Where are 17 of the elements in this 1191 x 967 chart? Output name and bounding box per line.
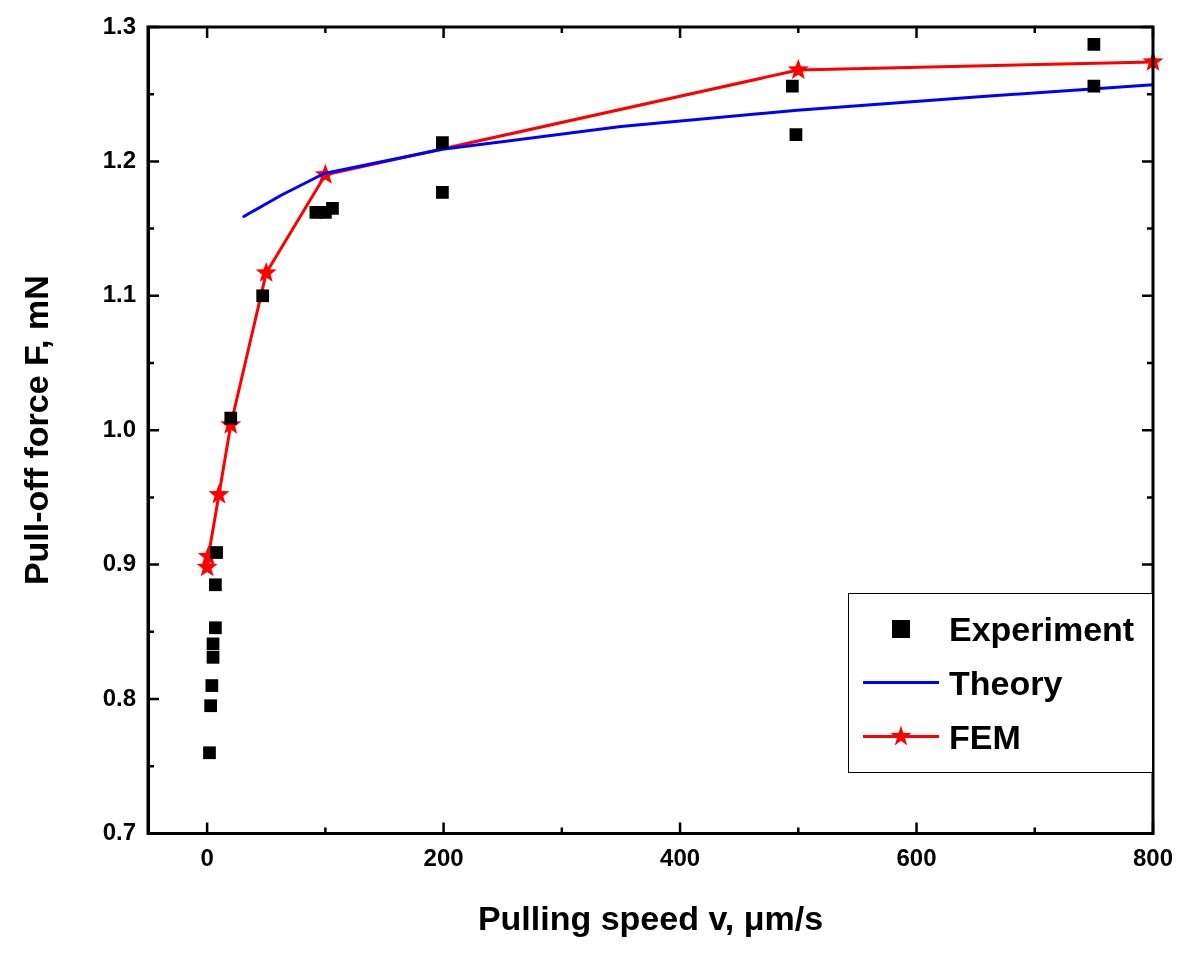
y-tick-label: 1.1 — [102, 280, 136, 308]
y-tick-label: 1.2 — [102, 146, 136, 174]
legend-label: FEM — [949, 717, 1021, 757]
y-tick-label: 0.8 — [102, 683, 136, 711]
y-tick-label: 1.0 — [102, 414, 136, 442]
y-tick-label: 0.7 — [102, 818, 136, 846]
y-tick-label: 1.3 — [102, 11, 136, 39]
y-tick-label: 0.9 — [102, 549, 136, 577]
y-axis-title: Pull-off force F, mN — [16, 275, 55, 586]
x-tick-label: 200 — [423, 844, 464, 872]
x-tick-label: 600 — [896, 844, 937, 872]
legend-label: Experiment — [949, 609, 1135, 649]
x-tick-label: 0 — [200, 844, 214, 872]
x-tick-label: 400 — [660, 844, 701, 872]
legend-label: Theory — [949, 663, 1063, 703]
x-tick-label: 800 — [1132, 844, 1174, 872]
x-axis-title: Pulling speed v, μm/s — [477, 898, 824, 937]
